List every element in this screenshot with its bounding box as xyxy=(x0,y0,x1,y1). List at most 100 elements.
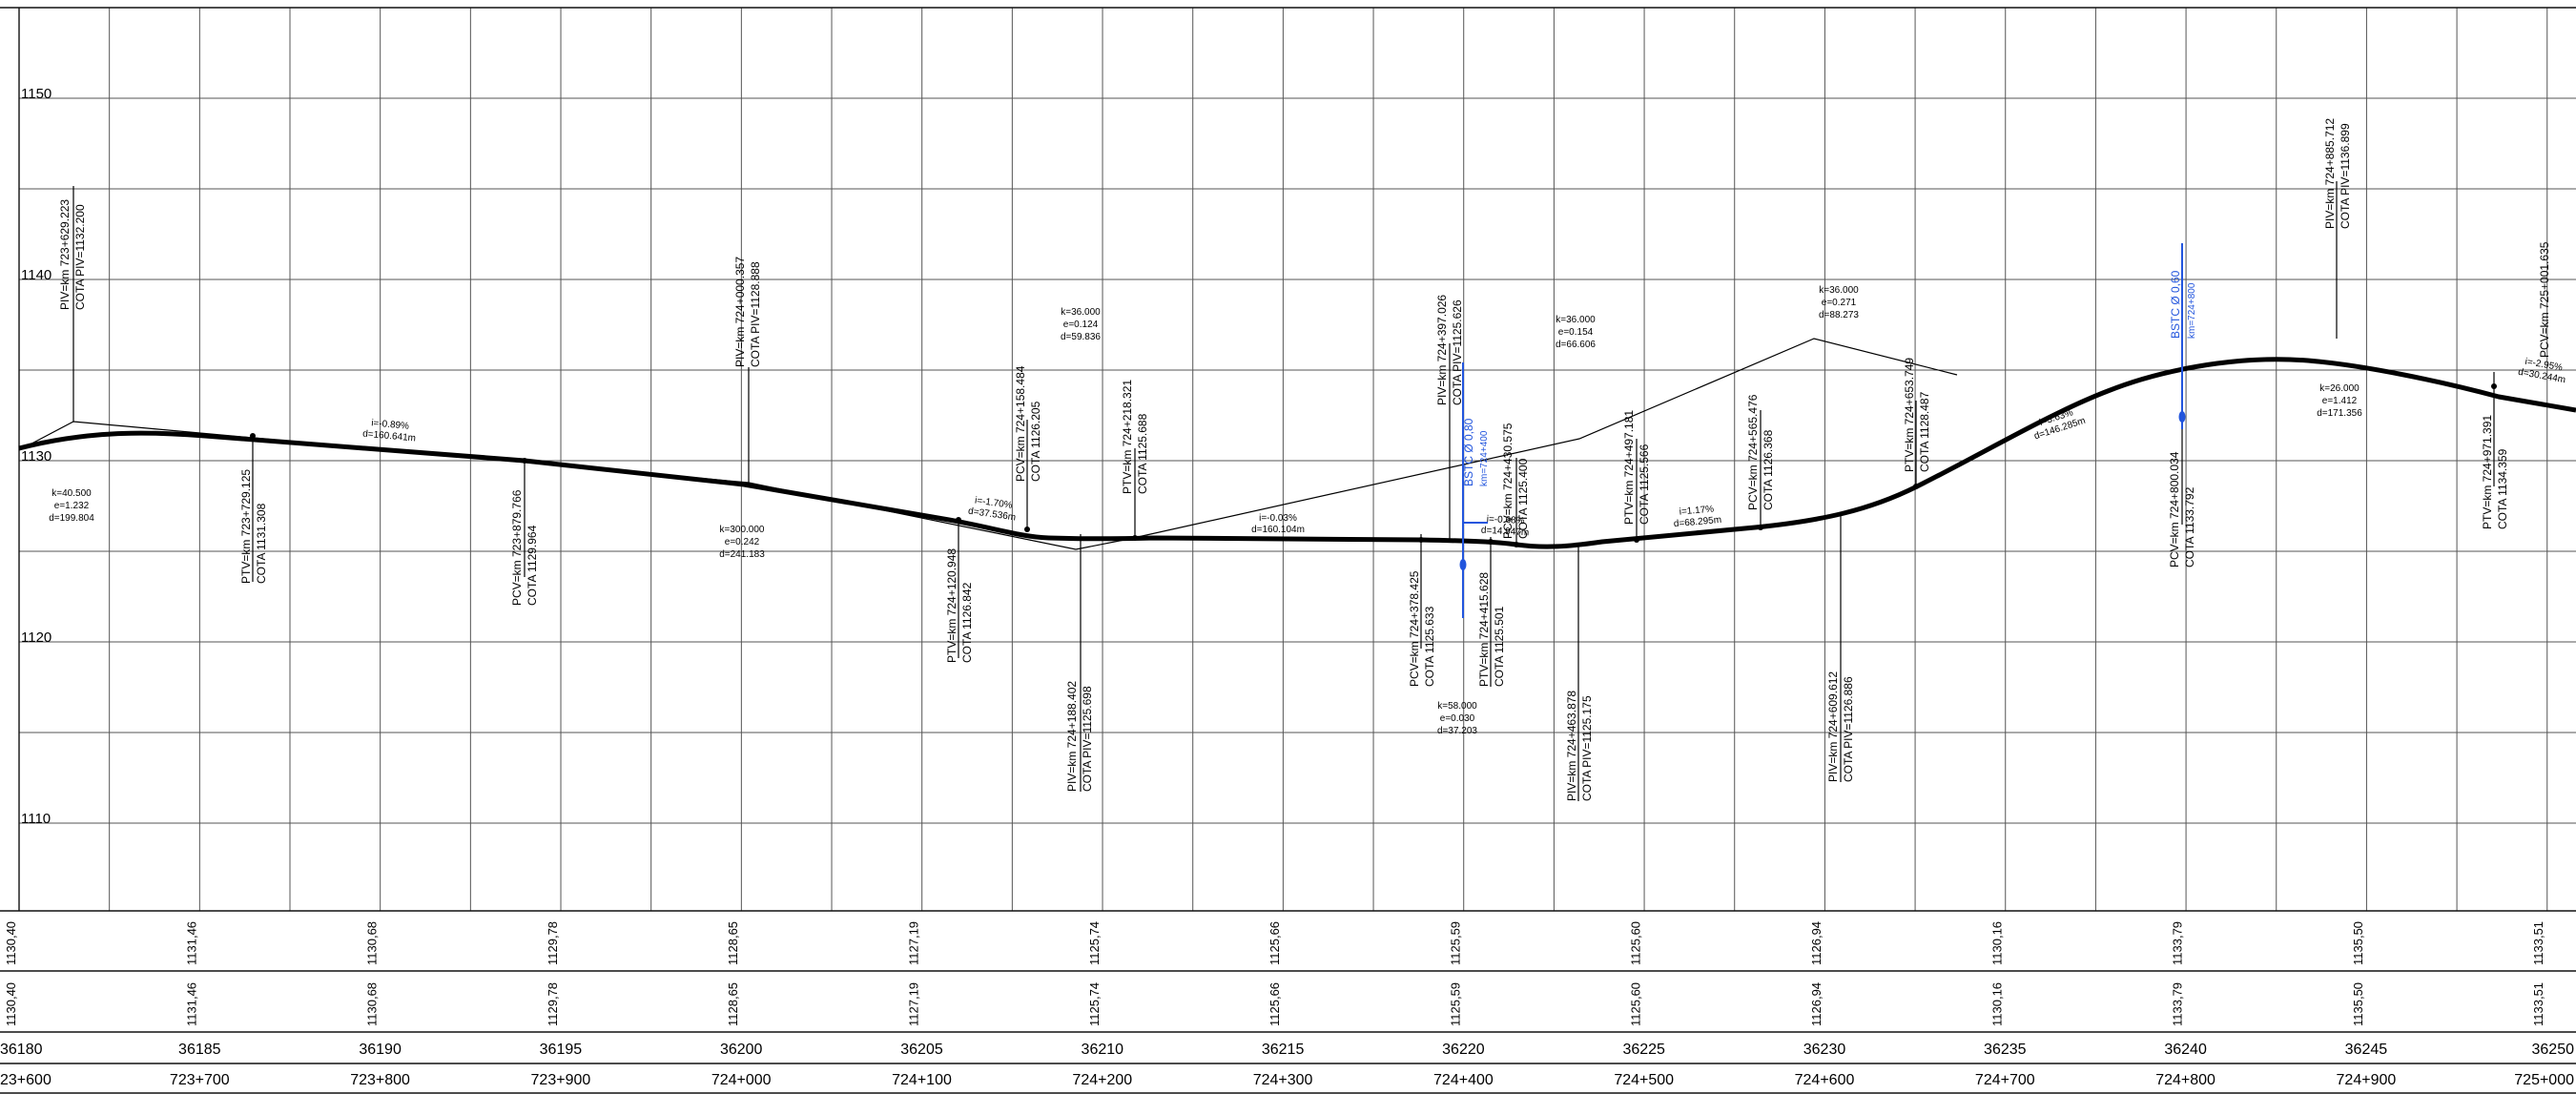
elevation-b-14: 1133,51 xyxy=(2531,982,2545,1026)
svg-text:k=36.000: k=36.000 xyxy=(1819,285,1859,296)
grade-labels: i=-0.89%d=160.641m i=-1.70%d=37.536m i=-… xyxy=(362,357,2566,539)
point-label: PCV=km 724+565.476 COTA 1126.368 xyxy=(1746,394,1775,510)
station-13: 724+900 xyxy=(2337,1072,2397,1088)
svg-text:PIV=km 724+609.612: PIV=km 724+609.612 xyxy=(1826,671,1840,782)
grade-label: i=-0.03%d=160.104m xyxy=(1251,513,1305,535)
station-6: 724+200 xyxy=(1072,1072,1132,1088)
svg-text:d=199.804: d=199.804 xyxy=(49,513,94,524)
station-12: 724+800 xyxy=(2155,1072,2215,1088)
svg-text:d=160.641m: d=160.641m xyxy=(362,429,417,444)
station-5: 724+100 xyxy=(892,1072,952,1088)
distance-4: 36200 xyxy=(720,1042,763,1058)
point-label: PTV=km 724+120.948 COTA 1126.842 xyxy=(945,548,974,663)
svg-text:k=40.500: k=40.500 xyxy=(52,488,92,499)
profile-grid xyxy=(18,7,2576,911)
elevation-b-12: 1133,79 xyxy=(2171,982,2185,1026)
svg-text:PTV=km 724+415.628: PTV=km 724+415.628 xyxy=(1477,572,1491,687)
svg-text:PCV=km 725+001.635: PCV=km 725+001.635 xyxy=(2538,241,2551,358)
elevation-label-1110: 1110 xyxy=(21,811,51,827)
svg-text:k=300.000: k=300.000 xyxy=(720,525,765,535)
svg-text:d=14.947m: d=14.947m xyxy=(1481,526,1530,539)
station-8: 724+400 xyxy=(1433,1072,1494,1088)
svg-text:PCV=km 724+430.575: PCV=km 724+430.575 xyxy=(1501,423,1515,539)
elevation-a-1: 1131,46 xyxy=(184,921,198,965)
station-leaders xyxy=(72,181,2495,801)
svg-text:e=1.412: e=1.412 xyxy=(2322,396,2358,406)
elevation-label-1130: 1130 xyxy=(21,448,52,464)
curve-params: k=36.000 e=0.271 d=88.273 xyxy=(1819,285,1859,320)
svg-text:COTA PIV=1125.698: COTA PIV=1125.698 xyxy=(1081,686,1094,792)
station-9: 724+500 xyxy=(1614,1072,1674,1088)
svg-text:COTA PIV=1132.200: COTA PIV=1132.200 xyxy=(73,204,87,310)
curve-params: k=40.500 e=1.232 d=199.804 xyxy=(49,488,94,524)
bottom-band-distances: 36180 36185 36190 36195 36200 36205 36210 36215… xyxy=(0,1042,2574,1058)
elevation-a-5: 1127,19 xyxy=(907,921,921,965)
grade-line xyxy=(18,357,2576,549)
elevation-a-7: 1125,66 xyxy=(1267,921,1282,965)
elevation-a-0: 1130,40 xyxy=(4,921,18,965)
grade-label: i=-2.95%d=30.244m xyxy=(2517,357,2566,385)
svg-text:PIV=km 724+463.878: PIV=km 724+463.878 xyxy=(1565,691,1578,801)
svg-text:e=0.124: e=0.124 xyxy=(1063,320,1099,330)
distance-13: 36245 xyxy=(2345,1042,2388,1058)
svg-text:k=26.000: k=26.000 xyxy=(2319,383,2360,394)
elevation-b-2: 1130,68 xyxy=(365,982,380,1026)
point-label: PCV=km 724+158.484 COTA 1126.205 xyxy=(1014,365,1042,482)
svg-text:COTA 1125.400: COTA 1125.400 xyxy=(1516,458,1530,539)
point-label: PIV=km 724+000.357 COTA PIV=1128.888 xyxy=(733,257,762,367)
grade-tangent-lines xyxy=(18,338,1958,550)
distance-3: 36195 xyxy=(540,1042,583,1058)
elevation-b-1: 1131,46 xyxy=(184,982,198,1026)
elevation-a-8: 1125,59 xyxy=(1448,921,1462,965)
svg-text:PIV=km 724+188.402: PIV=km 724+188.402 xyxy=(1065,681,1079,792)
svg-text:COTA 1128.487: COTA 1128.487 xyxy=(1918,391,1931,472)
svg-text:d=171.356: d=171.356 xyxy=(2317,408,2362,419)
culvert-2-km: km=724+800 xyxy=(2187,282,2197,339)
vertex-markers xyxy=(250,383,2497,547)
elevation-a-4: 1128,65 xyxy=(726,921,740,965)
svg-text:COTA 1125.633: COTA 1125.633 xyxy=(1423,606,1436,687)
elevation-a-14: 1133,51 xyxy=(2531,921,2545,965)
svg-text:PIV=km 723+629.223: PIV=km 723+629.223 xyxy=(58,199,72,310)
svg-text:COTA PIV=1128.888: COTA PIV=1128.888 xyxy=(749,261,762,367)
elevation-b-3: 1129,78 xyxy=(546,982,560,1026)
distance-9: 36225 xyxy=(1622,1042,1665,1058)
elevation-a-13: 1135,50 xyxy=(2351,921,2365,965)
point-label: PIV=km 724+609.612 COTA PIV=1126.886 xyxy=(1826,671,1855,782)
svg-text:PTV=km 724+120.948: PTV=km 724+120.948 xyxy=(945,548,958,663)
svg-text:COTA PIV=1126.886: COTA PIV=1126.886 xyxy=(1842,676,1855,782)
point-label: PCV=km 724+378.425 COTA 1125.633 xyxy=(1408,570,1436,687)
svg-text:d=37.203: d=37.203 xyxy=(1437,726,1477,736)
svg-text:i=-1.70%: i=-1.70% xyxy=(974,495,1013,510)
elevation-b-8: 1125,59 xyxy=(1448,982,1462,1026)
svg-text:COTA 1126.205: COTA 1126.205 xyxy=(1029,401,1042,482)
grade-label: i=-0.89%d=160.641m xyxy=(362,418,417,444)
station-10: 724+600 xyxy=(1795,1072,1855,1088)
point-label: PIV=km 723+629.223 COTA PIV=1132.200 xyxy=(58,199,87,310)
point-label: PTV=km 724+497.181 COTA 1125.566 xyxy=(1622,410,1651,525)
elevation-label-1140: 1140 xyxy=(21,267,52,283)
svg-text:COTA 1126.842: COTA 1126.842 xyxy=(960,582,974,663)
svg-text:COTA 1126.368: COTA 1126.368 xyxy=(1762,429,1775,510)
culvert-1-type: BSTC Ø 0,80 xyxy=(1462,418,1475,486)
elevation-b-7: 1125,66 xyxy=(1267,982,1282,1026)
elevation-a-2: 1130,68 xyxy=(365,921,380,965)
distance-14: 36250 xyxy=(2532,1042,2575,1058)
point-label: PIV=km 724+463.878 COTA PIV=1125.175 xyxy=(1565,691,1594,801)
station-0: 23+600 xyxy=(0,1072,52,1088)
station-4: 724+000 xyxy=(711,1072,772,1088)
svg-text:COTA 1125.566: COTA 1125.566 xyxy=(1638,444,1651,525)
elevation-a-11: 1130,16 xyxy=(1989,921,2004,965)
elevation-b-10: 1126,94 xyxy=(1809,982,1824,1026)
svg-text:COTA 1133.792: COTA 1133.792 xyxy=(2183,486,2196,568)
distance-8: 36220 xyxy=(1442,1042,1485,1058)
elevation-b-9: 1125,60 xyxy=(1629,982,1643,1026)
svg-text:e=0.242: e=0.242 xyxy=(725,537,760,547)
point-label: PIV=km 724+397.026 COTA PIV=1125.626 xyxy=(1435,295,1464,405)
culvert-1-km: km=724+400 xyxy=(1479,430,1490,486)
elevation-b-11: 1130,16 xyxy=(1989,982,2004,1026)
svg-text:PTV=km 724+653.749: PTV=km 724+653.749 xyxy=(1903,358,1916,472)
svg-text:PIV=km 724+000.357: PIV=km 724+000.357 xyxy=(733,257,747,367)
svg-text:PTV=km 723+729.125: PTV=km 723+729.125 xyxy=(239,469,253,584)
